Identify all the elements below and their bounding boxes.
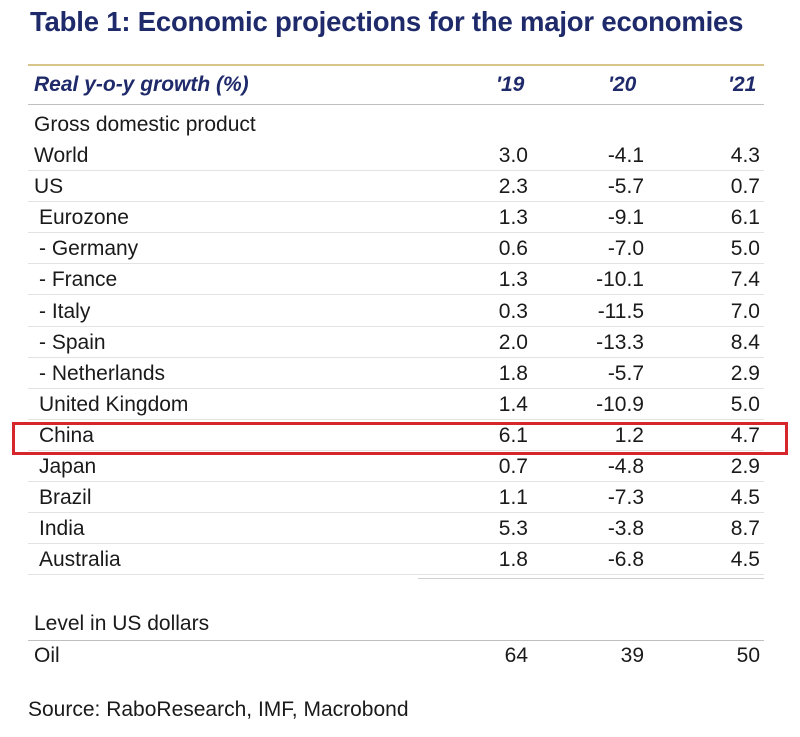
value-20: -6.8: [607, 548, 644, 572]
value-19: 3.0: [498, 144, 528, 167]
value-19: 1.8: [498, 548, 528, 572]
value-19: 1.3: [498, 206, 528, 230]
table-row: India 5.3 -3.8 8.7: [28, 513, 764, 545]
row-label: Australia: [39, 548, 121, 572]
value-20: -4.8: [607, 455, 644, 478]
value-19: 64: [504, 644, 528, 667]
title-rule: [28, 64, 764, 66]
value-21: 5.0: [730, 237, 760, 261]
value-21: 4.3: [730, 144, 760, 167]
table-row: World 3.0 -4.1 4.3: [28, 140, 764, 171]
value-19: 2.3: [498, 175, 528, 199]
row-label: Oil: [34, 644, 60, 667]
table-row: - Netherlands 1.8 -5.7 2.9: [28, 358, 764, 389]
value-20: -3.8: [607, 517, 644, 541]
section-level: Level in US dollars: [28, 608, 764, 639]
value-21: 2.9: [730, 361, 760, 385]
table-row: Brazil 1.1 -7.3 4.5: [28, 482, 764, 514]
value-21: 4.5: [730, 548, 760, 572]
value-21: 4.7: [730, 423, 760, 447]
table-end-rule: [418, 578, 764, 579]
header-year-19: '19: [496, 73, 525, 96]
section-gdp-label: Gross domestic product: [34, 113, 256, 136]
value-21: 7.0: [730, 299, 760, 323]
table-row: - France 1.3 -10.1 7.4: [28, 264, 764, 296]
row-label: - Netherlands: [39, 361, 166, 385]
table-row: US 2.3 -5.7 0.7: [28, 171, 764, 203]
value-20: -4.1: [607, 144, 644, 167]
value-20: -11.5: [597, 299, 644, 323]
row-label: Brazil: [39, 486, 92, 510]
source-note: Source: RaboResearch, IMF, Macrobond: [28, 698, 409, 721]
value-19: 1.8: [498, 361, 528, 385]
value-20: -5.7: [607, 175, 644, 199]
row-label: - Germany: [39, 237, 139, 261]
value-20: -13.3: [596, 330, 644, 354]
row-label: China: [39, 423, 94, 447]
value-20: 1.2: [614, 423, 644, 447]
row-label: - France: [39, 268, 118, 292]
header-label: Real y-o-y growth (%): [34, 73, 249, 96]
table-row: - Germany 0.6 -7.0 5.0: [28, 233, 764, 265]
value-19: 0.6: [498, 237, 528, 261]
value-19: 1.1: [498, 486, 528, 510]
row-label: - Spain: [39, 330, 106, 354]
value-19: 1.3: [498, 268, 528, 292]
header-rule: [28, 104, 764, 105]
value-21: 8.7: [730, 517, 760, 541]
value-21: 0.7: [730, 175, 760, 199]
table-row-oil: Oil 64 39 50: [28, 640, 764, 671]
value-21: 50: [736, 644, 760, 667]
header-year-21: '21: [728, 73, 757, 96]
row-label: India: [39, 517, 85, 541]
table-row: Japan 0.7 -4.8 2.9: [28, 451, 764, 482]
value-21: 7.4: [730, 268, 760, 292]
row-label: Eurozone: [39, 206, 129, 230]
value-21: 2.9: [730, 455, 760, 478]
value-21: 5.0: [730, 392, 760, 416]
value-20: 39: [620, 644, 644, 667]
table-row: Australia 1.8 -6.8 4.5: [28, 544, 764, 576]
value-19: 0.7: [498, 455, 528, 478]
table-row: United Kingdom 1.4 -10.9 5.0: [28, 389, 764, 420]
section-gdp: Gross domestic product: [28, 109, 764, 140]
value-19: 5.3: [498, 517, 528, 541]
table-row: Eurozone 1.3 -9.1 6.1: [28, 202, 764, 234]
table-row: - Italy 0.3 -11.5 7.0: [28, 296, 764, 327]
row-label: US: [34, 175, 64, 199]
header-year-20: '20: [608, 73, 637, 96]
row-label: World: [34, 144, 89, 167]
oil-rule: [28, 640, 764, 641]
row-label: United Kingdom: [39, 392, 189, 416]
value-19: 2.0: [498, 330, 528, 354]
value-21: 4.5: [730, 486, 760, 510]
value-20: -7.3: [607, 486, 644, 510]
table-row: - Spain 2.0 -13.3 8.4: [28, 327, 764, 358]
value-19: 6.1: [498, 423, 528, 447]
value-20: -10.1: [596, 268, 644, 292]
value-20: -7.0: [607, 237, 644, 261]
value-20: -5.7: [607, 361, 644, 385]
value-19: 0.3: [498, 299, 528, 323]
row-label: Japan: [39, 455, 97, 478]
value-20: -10.9: [596, 392, 644, 416]
china-highlight-box: [12, 422, 788, 455]
value-20: -9.1: [607, 206, 644, 230]
value-21: 8.4: [730, 330, 760, 354]
value-21: 6.1: [730, 206, 760, 230]
table-row: China 6.1 1.2 4.7: [28, 420, 764, 451]
table-title: Table 1: Economic projections for the ma…: [30, 6, 744, 37]
value-19: 1.4: [498, 392, 528, 416]
row-label: - Italy: [39, 299, 91, 323]
section-level-label: Level in US dollars: [34, 612, 210, 635]
